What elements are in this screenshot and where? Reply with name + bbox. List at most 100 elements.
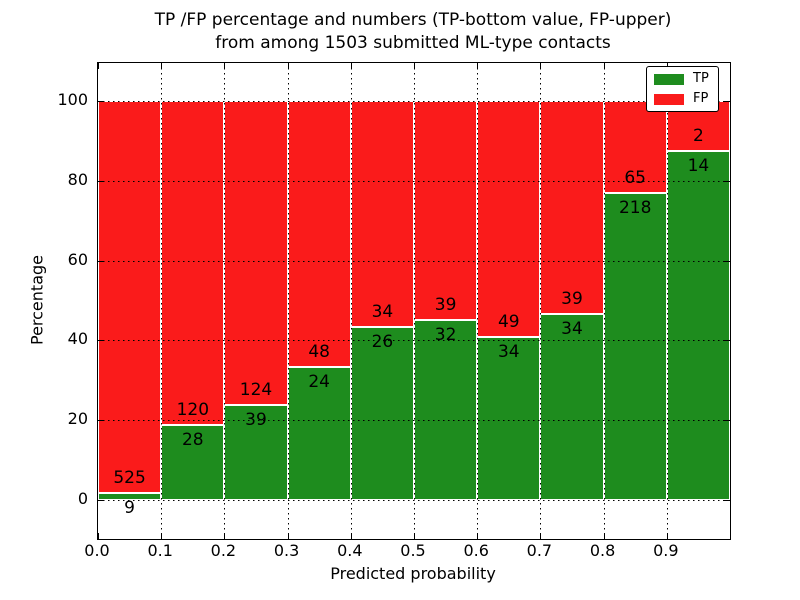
- x-tick-label: 0.4: [337, 541, 363, 560]
- tick-mark-bottom: [603, 533, 605, 539]
- bar-segment-fp: [224, 101, 288, 405]
- legend: TP FP: [646, 66, 719, 112]
- gridline-vertical: [224, 63, 226, 539]
- tick-mark-bottom: [666, 533, 668, 539]
- tick-mark-right: [724, 500, 730, 501]
- bar-count-label-fp: 120: [176, 399, 210, 420]
- tick-mark-left: [98, 101, 104, 102]
- tick-mark-top: [414, 63, 415, 69]
- bar-count-label-tp: 34: [497, 341, 520, 362]
- bar-segment-tp: [161, 424, 225, 500]
- x-tick-label: 0.5: [400, 541, 426, 560]
- bar-segment-fp: [414, 101, 478, 321]
- bar-segment-tp: [477, 336, 541, 500]
- bar-count-label-fp: 65: [624, 167, 647, 188]
- tick-mark-right: [724, 101, 730, 102]
- tick-mark-right: [724, 420, 730, 422]
- gridline-vertical: [161, 63, 163, 539]
- bar-count-label-tp: 24: [308, 372, 331, 392]
- gridline-vertical: [477, 63, 479, 539]
- tick-mark-top: [350, 63, 352, 69]
- x-tick-label: 0.9: [653, 541, 679, 560]
- bar-segment-fp: [540, 101, 604, 315]
- x-tick-label: 0.2: [210, 541, 237, 560]
- tick-mark-bottom: [287, 533, 289, 539]
- bar-count-label-fp: 2: [692, 125, 704, 146]
- bar-segment-tp: [414, 320, 478, 500]
- bar-count-label-tp: 14: [687, 155, 710, 176]
- chart-title: TP /FP percentage and numbers (TP-bottom…: [97, 9, 729, 55]
- bar-segment-tp: [603, 192, 667, 500]
- tick-mark-right: [724, 340, 730, 342]
- tick-mark-left: [98, 500, 104, 501]
- tick-mark-right: [724, 180, 730, 182]
- legend-label-tp: TP: [693, 71, 709, 86]
- x-axis-label: Predicted probability: [330, 564, 496, 583]
- gridline-vertical: [666, 63, 668, 539]
- x-tick-label: 0.7: [526, 541, 553, 560]
- tick-mark-left: [98, 260, 104, 262]
- x-tick-label: 0.3: [273, 541, 300, 560]
- bar-count-label-fp: 39: [434, 295, 457, 316]
- tick-mark-top: [287, 63, 289, 69]
- tick-mark-left: [98, 340, 104, 342]
- bar-segment-tp: [287, 367, 351, 500]
- y-tick-label: 0: [77, 489, 88, 508]
- tick-mark-bottom: [98, 533, 99, 539]
- bar-segment-fp: [287, 101, 351, 367]
- tick-mark-top: [540, 63, 542, 69]
- tick-mark-top: [161, 63, 163, 69]
- tick-mark-top: [603, 63, 605, 69]
- bar-segment-fp: [477, 101, 541, 337]
- bar-count-label-fp: 48: [308, 342, 331, 362]
- bar-count-label-fp: 39: [561, 289, 583, 310]
- y-tick-label: 80: [67, 169, 88, 189]
- y-tick-label: 40: [67, 329, 88, 349]
- x-tick-label: 0.6: [463, 541, 489, 560]
- tick-mark-left: [98, 420, 104, 422]
- legend-row-tp: TP: [654, 72, 709, 86]
- gridline-vertical: [350, 63, 352, 539]
- tick-mark-top: [224, 63, 226, 69]
- gridline-vertical: [414, 63, 415, 539]
- tick-mark-bottom: [477, 533, 479, 539]
- bar-segment-tp: [666, 150, 730, 500]
- y-tick-label: 60: [67, 249, 88, 269]
- bar-segment-tp: [98, 493, 162, 500]
- legend-swatch-tp: [654, 73, 684, 85]
- bar-count-label-fp: 34: [371, 302, 394, 323]
- bar-count-label-fp: 49: [497, 311, 520, 332]
- bar-count-label-fp: 525: [113, 468, 146, 489]
- bar-segment-fp: [98, 101, 162, 494]
- x-tick-label: 0.0: [84, 541, 110, 560]
- chart-title-line2: from among 1503 submitted ML-type contac…: [215, 33, 611, 53]
- legend-swatch-fp: [654, 93, 684, 105]
- bar-segment-fp: [350, 101, 414, 328]
- bar-count-label-fp: 124: [239, 379, 273, 400]
- y-tick-label: 100: [57, 90, 88, 109]
- bar-count-label-tp: 34: [561, 319, 583, 340]
- tick-mark-right: [724, 260, 730, 262]
- tick-mark-bottom: [350, 533, 352, 539]
- tick-mark-top: [477, 63, 479, 69]
- bar-segment-tp: [540, 314, 604, 500]
- bar-segment-tp: [350, 327, 414, 500]
- legend-label-fp: FP: [693, 91, 709, 106]
- gridline-vertical: [603, 63, 605, 539]
- bar-segment-fp: [161, 101, 225, 425]
- x-tick-label: 0.1: [147, 541, 173, 560]
- plot-area: 525 9 120 28 124 39 48 24 34 26 39 32 49 34 39 34 65 218 2…: [97, 62, 731, 540]
- bar-count-label-tp: 39: [245, 409, 267, 430]
- bar-count-label-tp: 218: [618, 197, 652, 218]
- bar-count-label-tp: 26: [371, 332, 394, 353]
- gridline-vertical: [287, 63, 289, 539]
- bar-count-label-tp: 28: [181, 429, 204, 450]
- chart-title-line1: TP /FP percentage and numbers (TP-bottom…: [154, 10, 672, 30]
- tick-mark-bottom: [414, 533, 415, 539]
- tick-mark-bottom: [224, 533, 226, 539]
- legend-row-fp: FP: [654, 92, 709, 106]
- tick-mark-left: [98, 180, 104, 182]
- tick-mark-bottom: [161, 533, 163, 539]
- bar-count-label-tp: 32: [434, 325, 457, 346]
